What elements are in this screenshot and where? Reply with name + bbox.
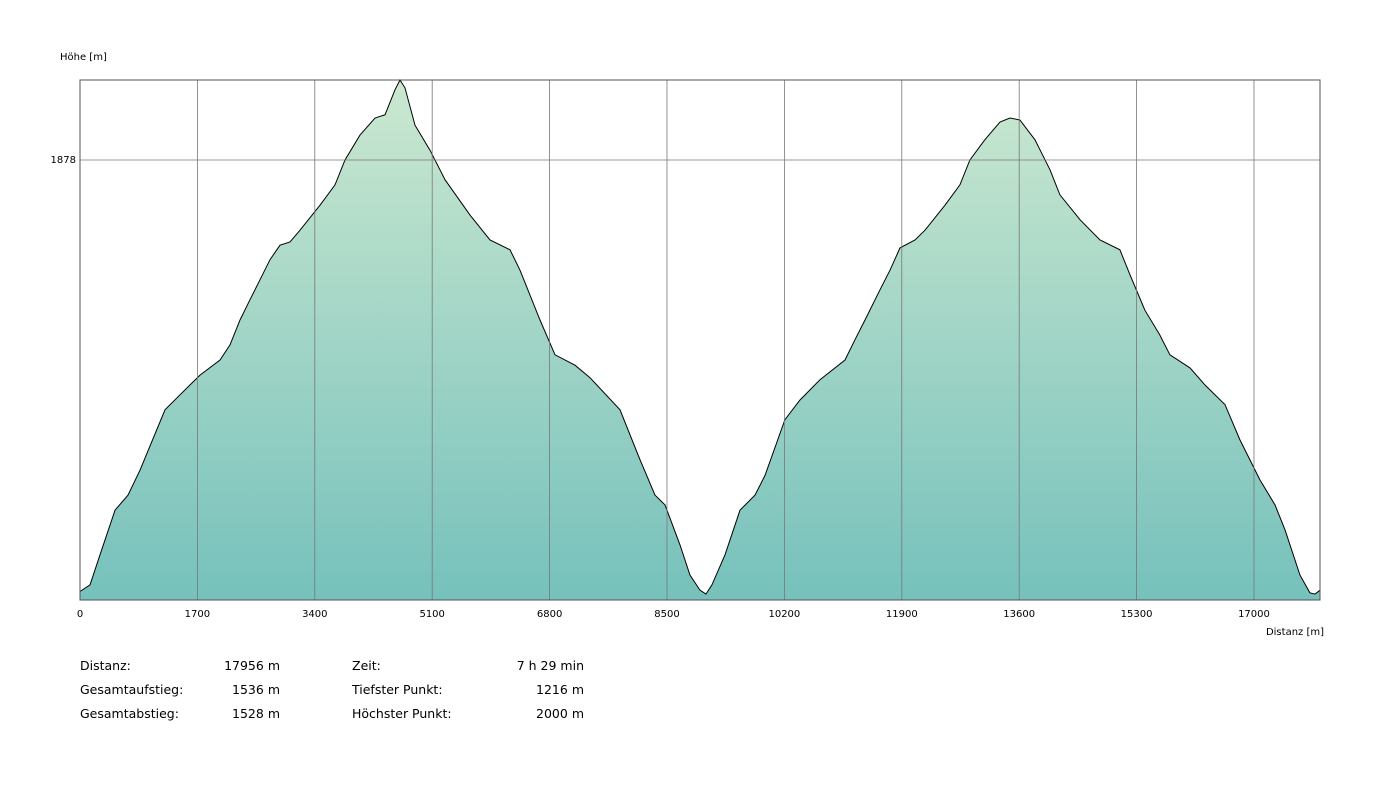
- stat-label: Gesamtabstieg:: [80, 706, 179, 721]
- stat-value: 1536 m: [232, 682, 280, 697]
- x-tick-label: 0: [77, 609, 83, 620]
- stats-row: Gesamtabstieg: 1528 m Höchster Punkt: 2000 …: [80, 706, 584, 730]
- stats: Distanz: 17956 m Zeit: 7 h 29 min Gesamtaufs…: [80, 658, 584, 730]
- stat-value: 1528 m: [232, 706, 280, 721]
- stats-row: Gesamtaufstieg: 1536 m Tiefster Punkt: 1216…: [80, 682, 584, 706]
- x-tick-label: 10200: [768, 609, 800, 620]
- stat-label: Zeit:: [352, 658, 381, 673]
- stat-label: Tiefster Punkt:: [352, 682, 443, 697]
- x-tick-label: 17000: [1238, 609, 1270, 620]
- stat-value: 17956 m: [224, 658, 280, 673]
- x-tick-label: 13600: [1003, 609, 1035, 620]
- plot-border: [79, 79, 1321, 601]
- x-tick-label: 8500: [654, 609, 679, 620]
- area-fill: [80, 80, 1320, 600]
- stat-label: Distanz:: [80, 658, 131, 673]
- x-axis-label: Distanz [m]: [1266, 627, 1324, 638]
- x-tick-label: 11900: [886, 609, 918, 620]
- stats-row: Distanz: 17956 m Zeit: 7 h 29 min: [80, 658, 584, 682]
- x-tick-label: 6800: [537, 609, 562, 620]
- stat-value: 2000 m: [536, 706, 584, 721]
- x-tick-label: 3400: [302, 609, 327, 620]
- x-tick-label: 15300: [1121, 609, 1153, 620]
- chart: Höhe [m] Distanz [m] 0 1700 3400 5100 6800 85…: [51, 52, 1325, 638]
- stat-label: Höchster Punkt:: [352, 706, 452, 721]
- profile-line: [79, 78, 1321, 595]
- x-tick-label: 5100: [419, 609, 444, 620]
- stat-value: 1216 m: [536, 682, 584, 697]
- x-tick-label: 1700: [185, 609, 210, 620]
- y-tick-label: 1878: [51, 155, 76, 166]
- stat-value: 7 h 29 min: [516, 658, 584, 673]
- stat-label: Gesamtaufstieg:: [80, 682, 184, 697]
- y-axis-label: Höhe [m]: [60, 52, 107, 63]
